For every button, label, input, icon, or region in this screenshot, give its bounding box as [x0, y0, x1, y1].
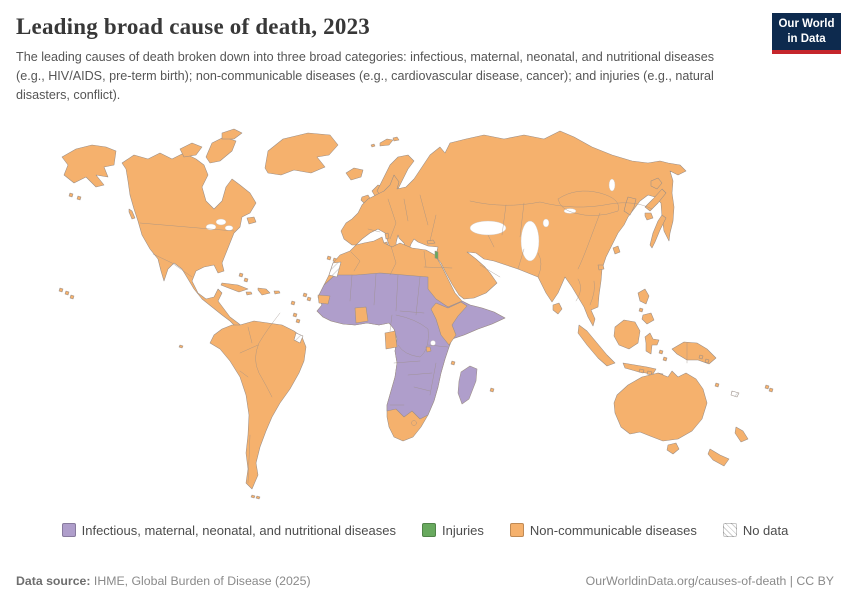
- chart-footer: Data source: IHME, Global Burden of Dise…: [0, 574, 850, 588]
- region-arctic-islands-3: [221, 128, 243, 139]
- world-map-svg: [58, 128, 774, 499]
- region-greenland[interactable]: [264, 132, 339, 175]
- regions-injuries[interactable]: [434, 250, 439, 259]
- region-sumatra[interactable]: [577, 324, 616, 366]
- region-sri-lanka[interactable]: [552, 302, 563, 314]
- region-rwanda: [425, 346, 432, 352]
- legend-item-injuries[interactable]: Injuries: [421, 522, 484, 538]
- legend-label-infectious: Infectious, maternal, neonatal, and nutr…: [81, 522, 396, 538]
- injuries-swatch-icon: [421, 523, 436, 538]
- region-pacific-islands: [698, 354, 774, 392]
- region-alaska[interactable]: [61, 144, 117, 187]
- region-north-america[interactable]: [121, 152, 257, 331]
- great-lakes-2: [215, 218, 227, 225]
- lake-balkhash: [563, 207, 577, 214]
- region-bahamas: [238, 272, 249, 282]
- owid-logo[interactable]: Our World in Data: [772, 13, 841, 54]
- legend-label-ncd: Non-communicable diseases: [529, 522, 697, 538]
- region-jamaica: [245, 291, 253, 295]
- region-philippines[interactable]: [637, 288, 655, 324]
- lakes: [205, 178, 616, 346]
- black-sea: [469, 220, 507, 235]
- lake-baikal: [608, 178, 616, 191]
- ncd-swatch-icon: [509, 523, 524, 538]
- legend-label-nodata: No data: [742, 522, 789, 538]
- region-svalbard: [370, 136, 400, 147]
- region-cuba[interactable]: [220, 282, 249, 292]
- region-vancouver-island: [128, 208, 136, 219]
- caspian-sea: [520, 220, 540, 261]
- owid-logo-red-bar: [772, 49, 841, 54]
- owid-logo-line1: Our World: [778, 18, 835, 30]
- world-map: [0, 105, 850, 517]
- region-arctic-islands: [205, 136, 237, 163]
- region-arctic-islands-2: [179, 142, 203, 157]
- region-newfoundland: [246, 216, 257, 224]
- region-falklands: [250, 494, 261, 499]
- region-japan[interactable]: [644, 177, 667, 220]
- region-ethiopia-kenya[interactable]: [430, 301, 468, 345]
- region-cyprus: [426, 239, 436, 244]
- region-galapagos: [178, 344, 184, 348]
- region-aleutians: [68, 192, 82, 200]
- lake-victoria: [430, 339, 436, 346]
- chart-subtitle: The leading causes of death broken down …: [16, 50, 714, 102]
- region-senegal[interactable]: [317, 294, 331, 304]
- infectious-swatch-icon: [61, 523, 76, 538]
- region-sulawesi[interactable]: [644, 332, 660, 354]
- region-eurasia[interactable]: [340, 130, 687, 326]
- region-australia[interactable]: [613, 370, 708, 441]
- region-hainan: [597, 264, 605, 270]
- region-hispaniola[interactable]: [257, 287, 271, 295]
- great-lakes: [205, 223, 217, 230]
- legend-item-ncd[interactable]: Non-communicable diseases: [509, 522, 697, 538]
- region-hawaii: [58, 287, 75, 299]
- page-title: Leading broad cause of death, 2023: [16, 14, 370, 39]
- country-borders: [139, 190, 688, 483]
- region-tasmania[interactable]: [666, 442, 680, 454]
- region-comoros-mauritius: [450, 360, 495, 392]
- region-south-america[interactable]: [209, 320, 307, 489]
- license-link[interactable]: OurWorldinData.org/causes-of-death | CC …: [585, 574, 834, 588]
- legend-label-injuries: Injuries: [441, 522, 484, 538]
- nodata-swatch-icon: [722, 523, 737, 538]
- data-source: Data source: IHME, Global Burden of Dise…: [16, 574, 311, 588]
- regions-africa-ncd-patches[interactable]: [317, 294, 468, 352]
- great-lakes-3: [224, 224, 234, 231]
- region-sakhalin: [649, 214, 667, 248]
- region-french-guiana[interactable]: [293, 332, 304, 343]
- regions-no-data[interactable]: [293, 261, 740, 397]
- region-madagascar[interactable]: [457, 365, 478, 404]
- region-western-sahara[interactable]: [328, 261, 342, 277]
- region-new-zealand[interactable]: [707, 426, 749, 466]
- chart-header: Leading broad cause of death, 2023 The l…: [0, 0, 850, 105]
- region-gabon[interactable]: [384, 330, 398, 349]
- map-legend: Infectious, maternal, neonatal, and nutr…: [0, 523, 850, 538]
- region-new-guinea[interactable]: [671, 341, 717, 364]
- data-source-label: Data source:: [16, 574, 91, 588]
- owid-logo-line2: in Data: [787, 32, 826, 45]
- data-source-text: IHME, Global Burden of Disease (2025): [90, 574, 311, 588]
- legend-item-infectious[interactable]: Infectious, maternal, neonatal, and nutr…: [61, 522, 396, 538]
- region-puerto-rico: [273, 290, 281, 294]
- region-taiwan: [612, 245, 621, 254]
- region-iceland[interactable]: [345, 167, 364, 180]
- owid-logo-text: Our World in Data: [772, 13, 841, 50]
- region-palestine[interactable]: [434, 250, 439, 259]
- legend-item-nodata[interactable]: No data: [722, 522, 789, 538]
- aral-sea: [542, 218, 550, 227]
- region-corsica: [384, 232, 390, 239]
- region-borneo[interactable]: [613, 319, 641, 349]
- region-ghana[interactable]: [354, 306, 369, 323]
- region-new-caledonia[interactable]: [730, 390, 740, 397]
- region-lesser-antilles: [290, 300, 301, 323]
